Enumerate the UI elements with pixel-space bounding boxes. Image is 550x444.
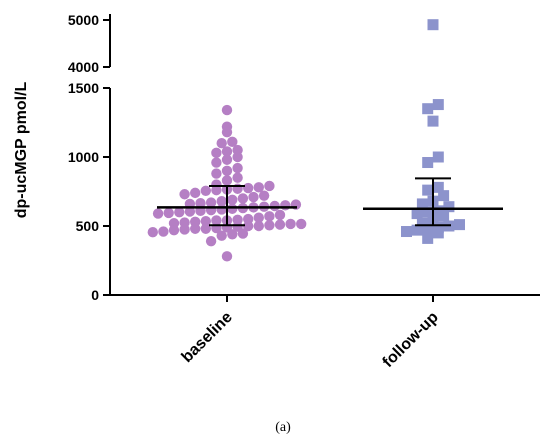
follow-up-data-point: [432, 221, 444, 233]
baseline-data-point: [232, 172, 243, 183]
data-points: [147, 19, 465, 262]
y-tick-label: 5000: [68, 12, 99, 28]
baseline-data-point: [216, 230, 227, 241]
follow-up-data-point: [422, 157, 434, 169]
figure-caption: (a): [275, 420, 291, 435]
baseline-data-point: [174, 207, 185, 218]
follow-up-data-point: [432, 181, 444, 193]
follow-up-data-point: [432, 151, 444, 163]
follow-up-data-point: [432, 205, 444, 217]
baseline-data-point: [232, 162, 243, 174]
baseline-data-point: [152, 208, 164, 219]
baseline-data-point: [147, 227, 158, 238]
y-tick-label: 4000: [68, 59, 99, 75]
baseline-data-point: [216, 138, 227, 149]
y-ticks: 0 500 1000 1500 4000 5000: [68, 12, 110, 303]
baseline-data-point: [211, 157, 222, 168]
baseline-data-point: [179, 224, 190, 235]
baseline-data-point: [227, 194, 238, 205]
y-tick-label: 1000: [68, 149, 99, 165]
follow-up-data-point: [427, 19, 439, 31]
y-tick-label: 0: [91, 287, 99, 303]
follow-up-data-point: [416, 198, 428, 210]
baseline-data-point: [179, 189, 190, 200]
category-label-baseline: baseline: [179, 309, 236, 366]
baseline-data-point: [280, 200, 291, 211]
baseline-data-point: [237, 193, 249, 204]
follow-up-data-point: [432, 99, 444, 111]
baseline-data-point: [243, 182, 254, 194]
baseline-data-point: [200, 185, 211, 197]
baseline-data-point: [163, 207, 174, 219]
baseline-data-point: [221, 251, 233, 262]
baseline-data-point: [211, 184, 222, 196]
follow-up-data-point: [422, 206, 434, 218]
baseline-data-point: [243, 220, 254, 232]
category-label-follow-up: follow-up: [380, 309, 442, 371]
follow-up-data-point: [411, 208, 423, 220]
y-tick-label: 500: [76, 218, 100, 234]
median-iqr-bars: [157, 177, 503, 227]
baseline-data-point: [264, 180, 275, 192]
baseline-data-point: [227, 203, 238, 214]
baseline-data-point: [211, 215, 222, 226]
baseline-data-point: [232, 151, 243, 163]
follow-up-data-point: [454, 219, 465, 231]
baseline-data-point: [221, 165, 233, 176]
baseline-data-point: [168, 224, 180, 236]
baseline-data-point: [200, 223, 211, 234]
baseline-data-point: [227, 136, 238, 148]
baseline-data-point: [211, 168, 222, 179]
baseline-data-point: [269, 200, 280, 212]
baseline-data-point: [285, 218, 296, 230]
baseline-data-point: [184, 206, 196, 217]
baseline-data-point: [264, 211, 275, 222]
baseline-data-point: [274, 219, 286, 230]
follow-up-data-point: [411, 224, 423, 236]
baseline-data-point: [274, 209, 286, 221]
follow-up-data-point: [438, 190, 450, 202]
baseline-data-point: [221, 154, 233, 165]
baseline-data-point: [216, 195, 227, 207]
follow-up-data-point: [422, 223, 434, 235]
baseline-data-point: [248, 191, 259, 203]
baseline-data-point: [227, 229, 238, 240]
baseline-data-point: [296, 218, 307, 230]
follow-up-data-point: [422, 184, 434, 196]
y-axis-label: dp-ucMGP pmol/L: [13, 81, 30, 218]
follow-up-data-point: [443, 201, 455, 213]
baseline-data-point: [211, 147, 222, 159]
follow-up-data-point: [422, 103, 434, 115]
y-tick-label: 1500: [68, 80, 99, 96]
follow-up-data-point: [401, 226, 412, 238]
follow-up-data-point: [427, 115, 439, 127]
follow-up-data-point: [422, 232, 434, 244]
follow-up-data-point: [416, 217, 428, 229]
baseline-data-point: [205, 197, 217, 208]
baseline-data-point: [221, 104, 233, 116]
baseline-data-point: [253, 220, 264, 232]
baseline-data-point: [264, 220, 275, 231]
baseline-data-point: [200, 215, 211, 227]
baseline-data-point: [190, 187, 201, 199]
x-axis: [110, 294, 540, 302]
baseline-data-point: [258, 190, 270, 201]
baseline-data-point: [190, 223, 201, 234]
baseline-data-point: [216, 204, 227, 215]
baseline-data-point: [253, 182, 264, 193]
baseline-data-point: [221, 175, 233, 186]
baseline-data-point: [221, 126, 233, 138]
baseline-data-point: [195, 198, 206, 209]
follow-up-data-point: [432, 227, 444, 239]
baseline-data-point: [253, 212, 264, 223]
follow-up-data-point: [438, 210, 450, 222]
baseline-data-point: [237, 228, 249, 239]
baseline-data-point: [158, 226, 169, 237]
baseline-data-point: [205, 235, 217, 247]
baseline-data-point: [221, 146, 233, 157]
